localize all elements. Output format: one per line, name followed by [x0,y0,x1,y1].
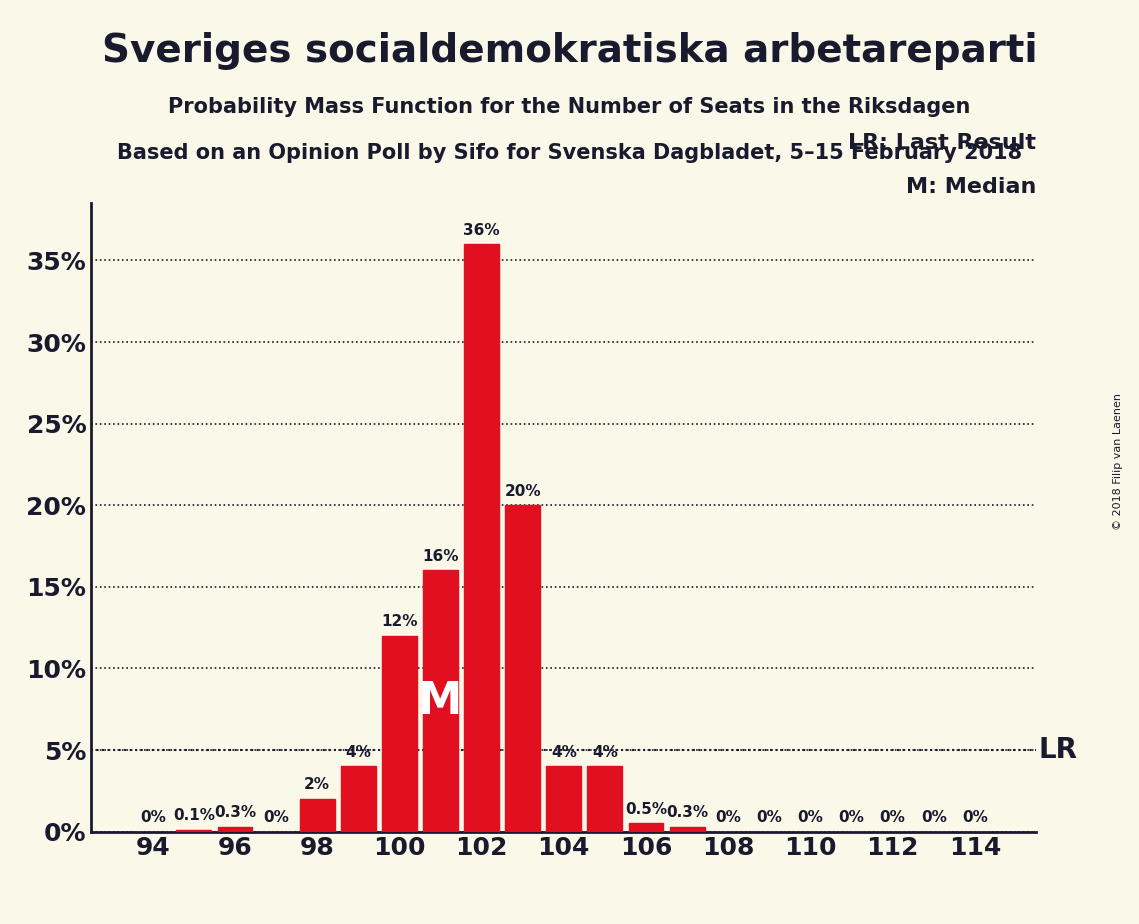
Text: M: Median: M: Median [907,177,1036,197]
Text: 0.1%: 0.1% [173,808,215,823]
Bar [423,570,458,832]
Text: 4%: 4% [592,745,617,760]
Text: LR: LR [1039,736,1077,764]
Text: 20%: 20% [505,483,541,499]
Text: 16%: 16% [423,549,459,564]
Bar [506,505,540,832]
Text: 0%: 0% [756,810,782,825]
Bar [464,244,499,832]
Text: 0%: 0% [140,810,165,825]
Bar [218,827,253,832]
Text: © 2018 Filip van Laenen: © 2018 Filip van Laenen [1114,394,1123,530]
Text: Based on an Opinion Poll by Sifo for Svenska Dagbladet, 5–15 February 2018: Based on an Opinion Poll by Sifo for Sve… [117,143,1022,164]
Text: Probability Mass Function for the Number of Seats in the Riksdagen: Probability Mass Function for the Number… [169,97,970,117]
Text: 0.3%: 0.3% [666,805,708,821]
Bar [300,799,335,832]
Text: 0.3%: 0.3% [214,805,256,821]
Text: 4%: 4% [345,745,371,760]
Text: 0%: 0% [797,810,823,825]
Text: 36%: 36% [464,223,500,237]
Text: LR: Last Result: LR: Last Result [849,133,1036,153]
Text: 2%: 2% [304,777,330,793]
Text: 0%: 0% [962,810,988,825]
Text: 12%: 12% [382,614,418,629]
Text: 0%: 0% [920,810,947,825]
Text: 4%: 4% [551,745,576,760]
Bar [547,766,581,832]
Text: 0%: 0% [715,810,741,825]
Text: 0%: 0% [879,810,906,825]
Bar [382,636,417,832]
Text: 0.5%: 0.5% [625,802,667,817]
Bar [670,827,705,832]
Bar [629,823,664,832]
Bar [177,830,212,832]
Text: 0%: 0% [838,810,865,825]
Bar [588,766,622,832]
Text: Sveriges socialdemokratiska arbetareparti: Sveriges socialdemokratiska arbetarepart… [101,32,1038,70]
Bar [341,766,376,832]
Text: 0%: 0% [263,810,289,825]
Text: M: M [418,679,462,723]
